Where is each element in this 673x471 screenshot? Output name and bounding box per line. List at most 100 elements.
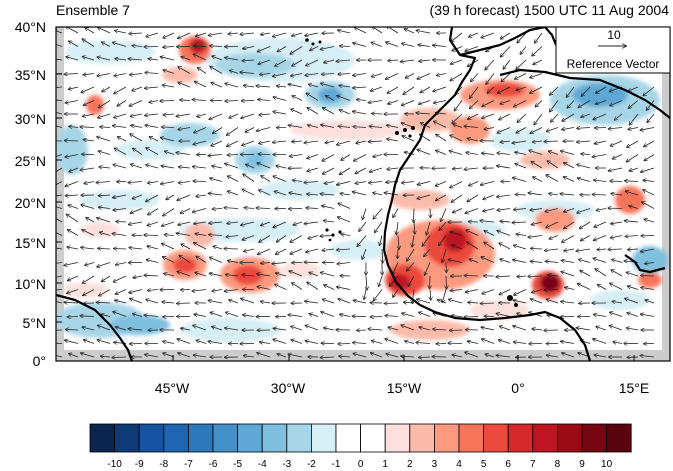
wind-vector <box>193 208 207 213</box>
wind-vector <box>80 127 95 128</box>
wind-vector <box>482 153 495 154</box>
wind-vector <box>412 289 414 304</box>
wind-vector <box>497 231 511 236</box>
wind-vector <box>102 42 111 47</box>
wind-vector <box>260 74 271 75</box>
wind-vector <box>258 100 271 101</box>
colorbar-swatch <box>212 423 239 453</box>
colorbar-label: -3 <box>282 459 292 470</box>
wind-vector <box>593 339 607 344</box>
wind-vector <box>470 86 479 98</box>
wind-vectors <box>56 27 655 358</box>
wind-vector <box>179 167 191 168</box>
wind-vector <box>561 260 575 262</box>
wind-vector <box>416 113 431 114</box>
wind-vector <box>307 154 319 159</box>
wind-vector <box>69 41 79 47</box>
wind-vector <box>359 221 367 231</box>
wind-vector <box>404 302 415 303</box>
wind-vector <box>197 113 207 117</box>
wind-vector <box>306 208 319 209</box>
wind-vector <box>256 127 271 132</box>
wind-vector <box>129 289 143 293</box>
wind-vector <box>362 208 367 220</box>
wind-vector <box>147 246 159 250</box>
wind-vector <box>306 248 319 252</box>
wind-vector <box>115 300 127 304</box>
wind-vector <box>257 353 271 358</box>
wind-vector <box>610 312 623 317</box>
wind-vector <box>129 221 143 225</box>
wind-vector <box>608 249 623 250</box>
wind-vector <box>594 235 607 241</box>
wind-vector <box>85 28 95 34</box>
wind-vector <box>84 340 95 344</box>
wind-vector <box>56 206 63 209</box>
wind-vector <box>549 194 559 196</box>
wind-vector <box>292 32 303 36</box>
reference-vector-box <box>555 26 671 74</box>
colorbar-swatch <box>261 423 288 453</box>
wind-vector <box>230 70 239 74</box>
wind-vector <box>323 167 335 174</box>
wind-vector <box>446 275 447 289</box>
wind-vector <box>530 299 543 304</box>
wind-vector <box>84 182 95 184</box>
wind-vector <box>307 108 319 115</box>
wind-vector <box>547 355 559 357</box>
colorbar-swatch <box>384 423 411 453</box>
wind-vector <box>353 354 367 358</box>
wind-vector <box>592 195 607 196</box>
wind-vector <box>422 235 431 247</box>
wind-vector <box>576 328 591 331</box>
colorbar-swatch <box>458 423 485 453</box>
wind-vector <box>196 340 207 344</box>
wind-vector <box>464 126 479 127</box>
wind-vector <box>628 249 639 250</box>
wind-vector <box>516 59 527 69</box>
wind-vector <box>213 127 223 134</box>
wind-vector <box>98 151 111 155</box>
wind-vector <box>177 194 191 200</box>
wind-vector <box>163 341 175 343</box>
islands <box>305 38 518 307</box>
wind-vector <box>304 141 319 143</box>
lat-label: 20°N <box>14 195 46 211</box>
wind-vector <box>417 181 431 185</box>
wind-vector <box>517 32 527 43</box>
wind-vector <box>485 59 495 70</box>
wind-vector <box>240 72 255 73</box>
wind-vector <box>373 208 383 219</box>
wind-vector <box>97 262 111 267</box>
wind-vector <box>501 46 511 57</box>
wind-vector <box>101 356 111 357</box>
wind-vector <box>102 86 111 92</box>
wind-vector <box>371 42 383 47</box>
wind-vector <box>293 221 303 225</box>
wind-vector <box>113 165 127 169</box>
wind-vector <box>433 45 447 46</box>
wind-vector <box>179 255 191 263</box>
wind-vector <box>276 248 287 254</box>
wind-vector <box>145 87 159 88</box>
wind-vector <box>388 327 399 331</box>
wind-vector <box>560 194 575 195</box>
wind-vector <box>229 300 239 304</box>
wind-vector <box>292 59 303 66</box>
wind-vector <box>290 235 303 243</box>
wind-vector <box>373 193 383 196</box>
wind-vector <box>533 177 543 182</box>
wind-vector <box>625 191 639 196</box>
wind-vector <box>595 269 607 277</box>
wind-vector <box>225 58 239 61</box>
wind-vector <box>577 128 591 129</box>
wind-vector <box>466 230 479 236</box>
wind-vector <box>310 46 319 51</box>
wind-vector <box>149 101 159 103</box>
wind-vector <box>437 74 447 76</box>
wind-vector <box>550 86 559 95</box>
wind-vector <box>148 290 159 291</box>
wind-vector <box>533 59 543 65</box>
wind-vector <box>581 154 591 155</box>
wind-vector <box>565 287 575 289</box>
